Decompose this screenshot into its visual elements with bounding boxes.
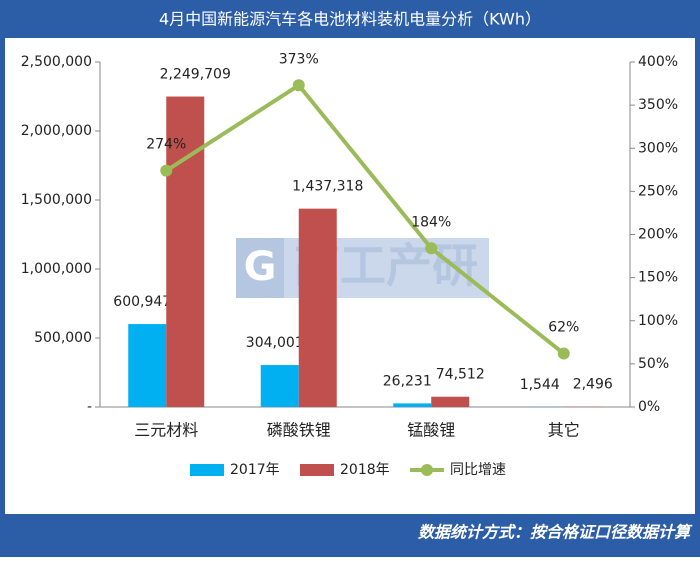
y2-tick-label: 400%: [638, 54, 678, 70]
data-label: 304,001: [246, 335, 304, 351]
data-label: 26,231: [383, 373, 432, 389]
data-label: 74,512: [436, 367, 485, 383]
footnote: 数据统计方式：按合格证口径数据计算: [418, 523, 693, 542]
data-label: 600,947: [113, 294, 171, 310]
y-tick-label: 2,000,000: [21, 123, 92, 139]
y2-tick-label: 300%: [638, 140, 678, 156]
watermark: G 高工产研: [236, 238, 489, 298]
line-point: [425, 242, 437, 254]
x-tick-label: 磷酸铁锂: [267, 421, 331, 440]
legend-swatch: [190, 464, 224, 476]
data-label: 2,496: [573, 377, 613, 393]
y2-tick-label: 50%: [638, 356, 669, 372]
data-label: 1,544: [520, 377, 560, 393]
bar: [393, 403, 431, 407]
data-label: 1,437,318: [292, 179, 363, 195]
x-tick-label: 其它: [548, 421, 580, 440]
data-label: 62%: [548, 320, 579, 336]
y-tick-label: 1,000,000: [21, 261, 92, 277]
y2-tick-label: 250%: [638, 183, 678, 199]
y-tick-label: -: [87, 399, 92, 415]
y-tick-label: 500,000: [34, 330, 92, 346]
bar: [261, 365, 299, 407]
line-point: [160, 165, 172, 177]
y2-tick-label: 150%: [638, 270, 678, 286]
bar: [299, 209, 337, 407]
x-tick-label: 三元材料: [134, 421, 198, 440]
chart-title: 4月中国新能源汽车各电池材料装机电量分析（KWh）: [159, 10, 541, 29]
legend-swatch: [300, 464, 334, 476]
y2-tick-label: 100%: [638, 313, 678, 329]
bar: [431, 397, 469, 407]
watermark-logo: G: [244, 244, 277, 290]
y-tick-label: 1,500,000: [21, 192, 92, 208]
legend-swatch: [421, 464, 433, 476]
data-label: 2,249,709: [160, 67, 231, 83]
y2-tick-label: 350%: [638, 97, 678, 113]
line-point: [293, 79, 305, 91]
bar: [128, 324, 166, 407]
data-label: 373%: [279, 51, 319, 67]
data-label: 184%: [411, 214, 451, 230]
x-tick-label: 锰酸锂: [407, 421, 455, 440]
y2-tick-label: 200%: [638, 227, 678, 243]
legend-label: 2017年: [230, 462, 280, 478]
y-tick-label: 2,500,000: [21, 54, 92, 70]
line-point: [558, 348, 570, 360]
y2-tick-label: 0%: [638, 399, 660, 415]
legend-label: 同比增速: [450, 462, 506, 478]
legend-label: 2018年: [340, 462, 390, 478]
data-label: 274%: [146, 137, 186, 153]
